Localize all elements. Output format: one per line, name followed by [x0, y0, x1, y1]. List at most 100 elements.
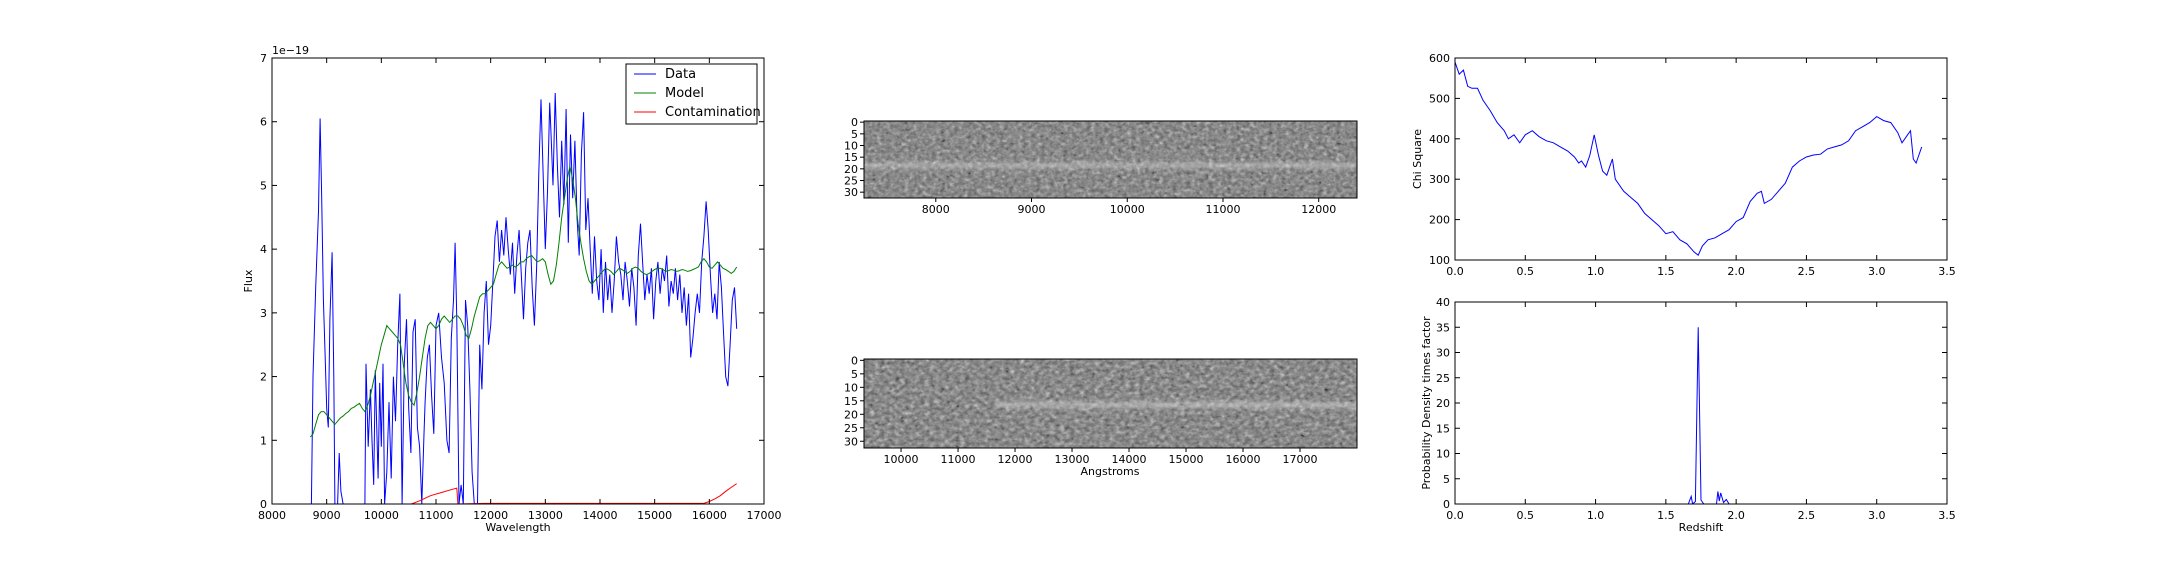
pdf-ytick-label: 15: [1436, 422, 1450, 435]
pdf-ytick-label: 5: [1443, 473, 1450, 486]
spectrum-offset-text: 1e−19: [272, 44, 309, 57]
image-2d-top-ytick-label: 20: [844, 163, 858, 176]
pdf-xtick-label: 0.5: [1517, 509, 1535, 522]
pdf-xtick-label: 3.0: [1868, 509, 1886, 522]
image-2d-top-frame: [863, 120, 1358, 199]
spectrum-line-data: [310, 92, 738, 504]
pdf-ytick-label: 30: [1436, 347, 1450, 360]
pdf-ytick-label: 0: [1443, 498, 1450, 511]
legend-label-model: Model: [665, 86, 704, 101]
spectrum-line-contamination: [411, 483, 737, 504]
chi-square-ytick-label: 400: [1429, 133, 1450, 146]
image-2d-bottom-trace: [997, 402, 1357, 408]
spectrum-ylabel: Flux: [242, 269, 255, 292]
chi-square-xtick-label: 3.0: [1868, 265, 1886, 278]
chi-square-line: [1455, 61, 1923, 256]
chi-square-ytick-label: 300: [1429, 173, 1450, 186]
chi-square-plot-area: [1455, 58, 1947, 260]
image-2d-top-xtick-label: 11000: [1205, 203, 1240, 216]
pdf-series-group: [1455, 327, 1922, 504]
spectrum-plot-area: [272, 58, 764, 504]
spectrum-xtick-label: 9000: [313, 509, 341, 522]
image-2d-bottom-trace-group: [997, 402, 1357, 408]
image-2d-top-xtick-label: 10000: [1110, 203, 1145, 216]
spectrum-xtick-label: 8000: [258, 509, 286, 522]
spectrum-series-group: [309, 92, 738, 504]
pdf-xlabel: Redshift: [1679, 521, 1724, 534]
image-2d-bottom-ticks: 10000 11000 12000 13000 14000 15000 16000 17000…: [844, 354, 1318, 466]
spectrum-xtick-label: 13000: [528, 509, 563, 522]
image-2d-top-ytick-label: 5: [851, 128, 858, 141]
chi-square-panel: 0.0 0.5 1.0 1.5 2.0 2.5 3.0 3.5 100 200 300 400 500 6…: [1411, 52, 1956, 278]
image-2d-bottom-xtick-label: 14000: [1112, 453, 1147, 466]
spectrum-ticks: 8000 9000 10000 11000 12000 13000 14000 15000 16…: [258, 52, 782, 522]
chi-square-xtick-label: 2.5: [1798, 265, 1816, 278]
image-2d-top-xtick-label: 8000: [922, 203, 950, 216]
image-2d-bottom-ytick-label: 10: [844, 381, 858, 394]
spectrum-frame: [271, 57, 765, 505]
legend-label-contamination: Contamination: [665, 105, 761, 120]
pdf-panel: 0.0 0.5 1.0 1.5 2.0 2.5 3.0 3.5 0 5 10 15 20 25 30 35 40…: [1420, 296, 1956, 534]
spectrum-xtick-label: 12000: [473, 509, 508, 522]
pdf-ticks: 0.0 0.5 1.0 1.5 2.0 2.5 3.0 3.5 0 5 10 15 20 25 30 35 40: [1436, 296, 1956, 522]
image-2d-bottom-ytick-label: 20: [844, 408, 858, 421]
image-2d-bottom-ytick-label: 30: [844, 435, 858, 448]
legend-label-data: Data: [665, 67, 696, 82]
chi-square-xtick-label: 0.0: [1446, 265, 1464, 278]
pdf-xtick-label: 3.5: [1938, 509, 1956, 522]
pdf-xtick-label: 0.0: [1446, 509, 1464, 522]
spectrum-ytick-label: 1: [260, 434, 267, 447]
chi-square-xtick-label: 1.0: [1587, 265, 1605, 278]
chi-square-ytick-label: 600: [1429, 52, 1450, 65]
image-2d-bottom-xtick-label: 15000: [1169, 453, 1204, 466]
pdf-line: [1455, 327, 1922, 504]
chi-square-xtick-label: 2.0: [1727, 265, 1745, 278]
pdf-ytick-label: 35: [1436, 321, 1450, 334]
image-2d-bottom-xtick-label: 16000: [1226, 453, 1261, 466]
pdf-xtick-label: 2.5: [1798, 509, 1816, 522]
chi-square-frame: [1454, 57, 1948, 261]
spectrum-xlabel: Wavelength: [485, 521, 550, 534]
spectrum-xtick-label: 15000: [637, 509, 672, 522]
spectrum-xtick-label: 10000: [364, 509, 399, 522]
spectrum-xtick-label: 14000: [583, 509, 618, 522]
spectrum-xtick-label: 16000: [692, 509, 727, 522]
spectrum-ytick-label: 0: [260, 498, 267, 511]
image-2d-top-noise: [864, 121, 1357, 198]
chi-square-ticks: 0.0 0.5 1.0 1.5 2.0 2.5 3.0 3.5 100 200 300 400 500 6…: [1429, 52, 1956, 278]
pdf-xtick-label: 2.0: [1727, 509, 1745, 522]
spectrum-ytick-label: 3: [260, 307, 267, 320]
image-2d-bottom-ytick-label: 0: [851, 354, 858, 367]
spectrum-ytick-label: 4: [260, 243, 267, 256]
image-2d-bottom-ytick-label: 25: [844, 422, 858, 435]
chi-square-ytick-label: 200: [1429, 214, 1450, 227]
image-2d-bottom-xtick-label: 11000: [941, 453, 976, 466]
image-2d-top-ytick-label: 25: [844, 175, 858, 188]
spectrum-2d-bottom-panel: 10000 11000 12000 13000 14000 15000 16000 17000…: [844, 354, 1358, 478]
image-2d-bottom-xtick-label: 12000: [998, 453, 1033, 466]
image-2d-bottom-xtick-label: 13000: [1055, 453, 1090, 466]
chi-square-series-group: [1455, 61, 1923, 256]
image-2d-bottom-xtick-label: 10000: [884, 453, 919, 466]
image-2d-bottom-ytick-label: 5: [851, 368, 858, 381]
image-2d-top-ytick-label: 15: [844, 151, 858, 164]
pdf-ytick-label: 40: [1436, 296, 1450, 309]
spectrum-ytick-label: 7: [260, 52, 267, 65]
spectrum-ytick-label: 2: [260, 371, 267, 384]
spectrum-legend: Data Model Contamination: [625, 63, 761, 125]
chi-square-ytick-label: 100: [1429, 254, 1450, 267]
image-2d-top-ytick-label: 10: [844, 140, 858, 153]
pdf-ytick-label: 10: [1436, 448, 1450, 461]
pdf-ylabel: Probability Density times factor: [1420, 316, 1433, 490]
chi-square-xtick-label: 1.5: [1657, 265, 1675, 278]
image-2d-top-xtick-label: 9000: [1018, 203, 1046, 216]
spectrum-panel: 8000 9000 10000 11000 12000 13000 14000 15000 16…: [242, 44, 782, 534]
chi-square-ytick-label: 500: [1429, 92, 1450, 105]
spectrum-ytick-label: 5: [260, 179, 267, 192]
pdf-xtick-label: 1.5: [1657, 509, 1675, 522]
spectrum-line-model: [309, 166, 738, 438]
image-2d-top-xtick-label: 12000: [1301, 203, 1336, 216]
spectrum-xtick-label: 17000: [747, 509, 782, 522]
